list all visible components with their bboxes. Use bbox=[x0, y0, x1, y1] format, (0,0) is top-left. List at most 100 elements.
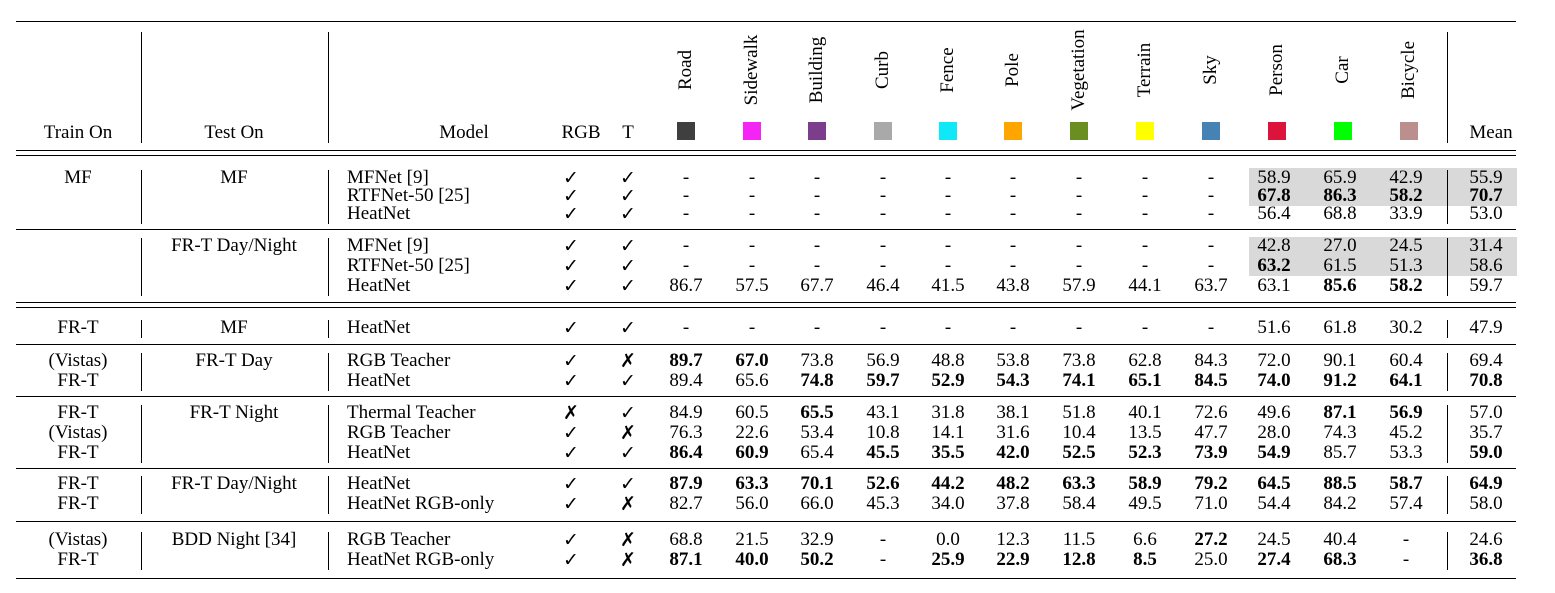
value-cell: - bbox=[682, 185, 690, 206]
thermal-mark: ✓ bbox=[620, 370, 636, 392]
class-header-pole: Pole bbox=[1002, 53, 1023, 87]
header-rule bbox=[16, 150, 1516, 151]
row-divider bbox=[1447, 320, 1448, 338]
value-cell: - bbox=[1075, 317, 1083, 338]
header-mean: Mean bbox=[1469, 122, 1513, 143]
train-on-cell: (Vistas) bbox=[48, 350, 108, 371]
class-header-car: Car bbox=[1332, 56, 1353, 84]
thermal-mark: ✓ bbox=[620, 185, 636, 207]
value-cell: - bbox=[1009, 167, 1017, 188]
rgb-mark: ✓ bbox=[563, 370, 579, 392]
value-cell: 62.8 bbox=[1128, 350, 1162, 371]
value-cell: 87.9 bbox=[669, 473, 703, 494]
value-cell: 13.5 bbox=[1128, 422, 1162, 443]
value-cell: 40.4 bbox=[1323, 529, 1357, 550]
class-header-vegetation: Vegetation bbox=[1068, 29, 1089, 111]
value-cell: 84.2 bbox=[1323, 493, 1357, 514]
thermal-mark: ✓ bbox=[620, 167, 636, 189]
value-cell: 24.5 bbox=[1389, 235, 1423, 256]
model-cell: Thermal Teacher bbox=[347, 402, 476, 423]
value-cell: - bbox=[1141, 167, 1149, 188]
value-cell: 59.7 bbox=[866, 370, 900, 391]
row-divider bbox=[141, 170, 142, 224]
value-cell: 44.2 bbox=[931, 473, 965, 494]
class-swatch-curb bbox=[874, 122, 892, 140]
top-rule bbox=[16, 21, 1516, 22]
test-on-cell: FR-T Night bbox=[189, 402, 279, 423]
value-cell: 73.8 bbox=[1062, 350, 1096, 371]
value-cell: - bbox=[748, 317, 756, 338]
value-cell: 76.3 bbox=[669, 422, 703, 443]
value-cell: 56.9 bbox=[1389, 402, 1423, 423]
value-cell: 58.9 bbox=[1257, 167, 1291, 188]
value-cell: - bbox=[1075, 185, 1083, 206]
class-swatch-building bbox=[808, 122, 826, 140]
value-cell: 56.4 bbox=[1257, 203, 1291, 224]
value-cell: 58.7 bbox=[1389, 473, 1423, 494]
value-cell: 70.1 bbox=[800, 473, 834, 494]
value-cell: - bbox=[1207, 255, 1215, 276]
value-cell: - bbox=[879, 235, 887, 256]
train-on-cell: FR-T bbox=[57, 442, 99, 463]
rgb-mark: ✓ bbox=[563, 203, 579, 225]
class-swatch-car bbox=[1334, 122, 1352, 140]
mean-cell: 69.4 bbox=[1469, 350, 1503, 371]
value-cell: 45.2 bbox=[1389, 422, 1423, 443]
value-cell: - bbox=[748, 185, 756, 206]
value-cell: 45.5 bbox=[866, 442, 900, 463]
train-on-cell: MF bbox=[64, 167, 92, 188]
value-cell: 67.7 bbox=[800, 275, 834, 296]
value-cell: 38.1 bbox=[996, 402, 1030, 423]
header-model: Model bbox=[439, 122, 489, 143]
value-cell: 8.5 bbox=[1133, 549, 1157, 570]
value-cell: 58.2 bbox=[1389, 275, 1423, 296]
value-cell: - bbox=[813, 255, 821, 276]
value-cell: 50.2 bbox=[800, 549, 834, 570]
mean-cell: 70.7 bbox=[1469, 185, 1503, 206]
train-on-cell: FR-T bbox=[57, 549, 99, 570]
value-cell: 74.1 bbox=[1062, 370, 1096, 391]
value-cell: - bbox=[1207, 167, 1215, 188]
class-swatch-sky bbox=[1202, 122, 1220, 140]
row-divider bbox=[1447, 238, 1448, 296]
rgb-mark: ✓ bbox=[563, 529, 579, 551]
value-cell: 68.3 bbox=[1323, 549, 1357, 570]
value-cell: - bbox=[682, 235, 690, 256]
model-cell: HeatNet bbox=[347, 370, 411, 391]
value-cell: 85.6 bbox=[1323, 275, 1357, 296]
value-cell: 56.0 bbox=[735, 493, 769, 514]
value-cell: 51.8 bbox=[1062, 402, 1096, 423]
value-cell: 42.8 bbox=[1257, 235, 1291, 256]
model-cell: HeatNet bbox=[347, 317, 411, 338]
value-cell: 53.4 bbox=[800, 422, 834, 443]
value-cell: 34.0 bbox=[931, 493, 965, 514]
value-cell: 28.0 bbox=[1257, 422, 1291, 443]
value-cell: 84.5 bbox=[1194, 370, 1228, 391]
value-cell: 63.3 bbox=[735, 473, 769, 494]
value-cell: - bbox=[879, 185, 887, 206]
value-cell: - bbox=[813, 235, 821, 256]
value-cell: 27.0 bbox=[1323, 235, 1357, 256]
value-cell: 74.3 bbox=[1323, 422, 1357, 443]
mean-cell: 57.0 bbox=[1469, 402, 1503, 423]
value-cell: 10.8 bbox=[866, 422, 900, 443]
class-header-person: Person bbox=[1266, 44, 1287, 96]
value-cell: 63.3 bbox=[1062, 473, 1096, 494]
model-cell: MFNet [9] bbox=[347, 235, 429, 256]
row-divider bbox=[1447, 170, 1448, 224]
value-cell: 31.8 bbox=[931, 402, 965, 423]
value-cell: 68.8 bbox=[1323, 203, 1357, 224]
value-cell: 54.3 bbox=[996, 370, 1030, 391]
value-cell: 22.9 bbox=[996, 549, 1030, 570]
value-cell: 67.0 bbox=[735, 350, 769, 371]
model-cell: HeatNet RGB-only bbox=[347, 493, 495, 514]
value-cell: - bbox=[1141, 235, 1149, 256]
value-cell: 52.5 bbox=[1062, 442, 1096, 463]
value-cell: - bbox=[1075, 203, 1083, 224]
value-cell: 57.4 bbox=[1389, 493, 1423, 514]
value-cell: 86.7 bbox=[669, 275, 703, 296]
value-cell: - bbox=[1141, 255, 1149, 276]
value-cell: 10.4 bbox=[1062, 422, 1096, 443]
train-on-cell: FR-T bbox=[57, 473, 99, 494]
value-cell: 41.5 bbox=[931, 275, 965, 296]
